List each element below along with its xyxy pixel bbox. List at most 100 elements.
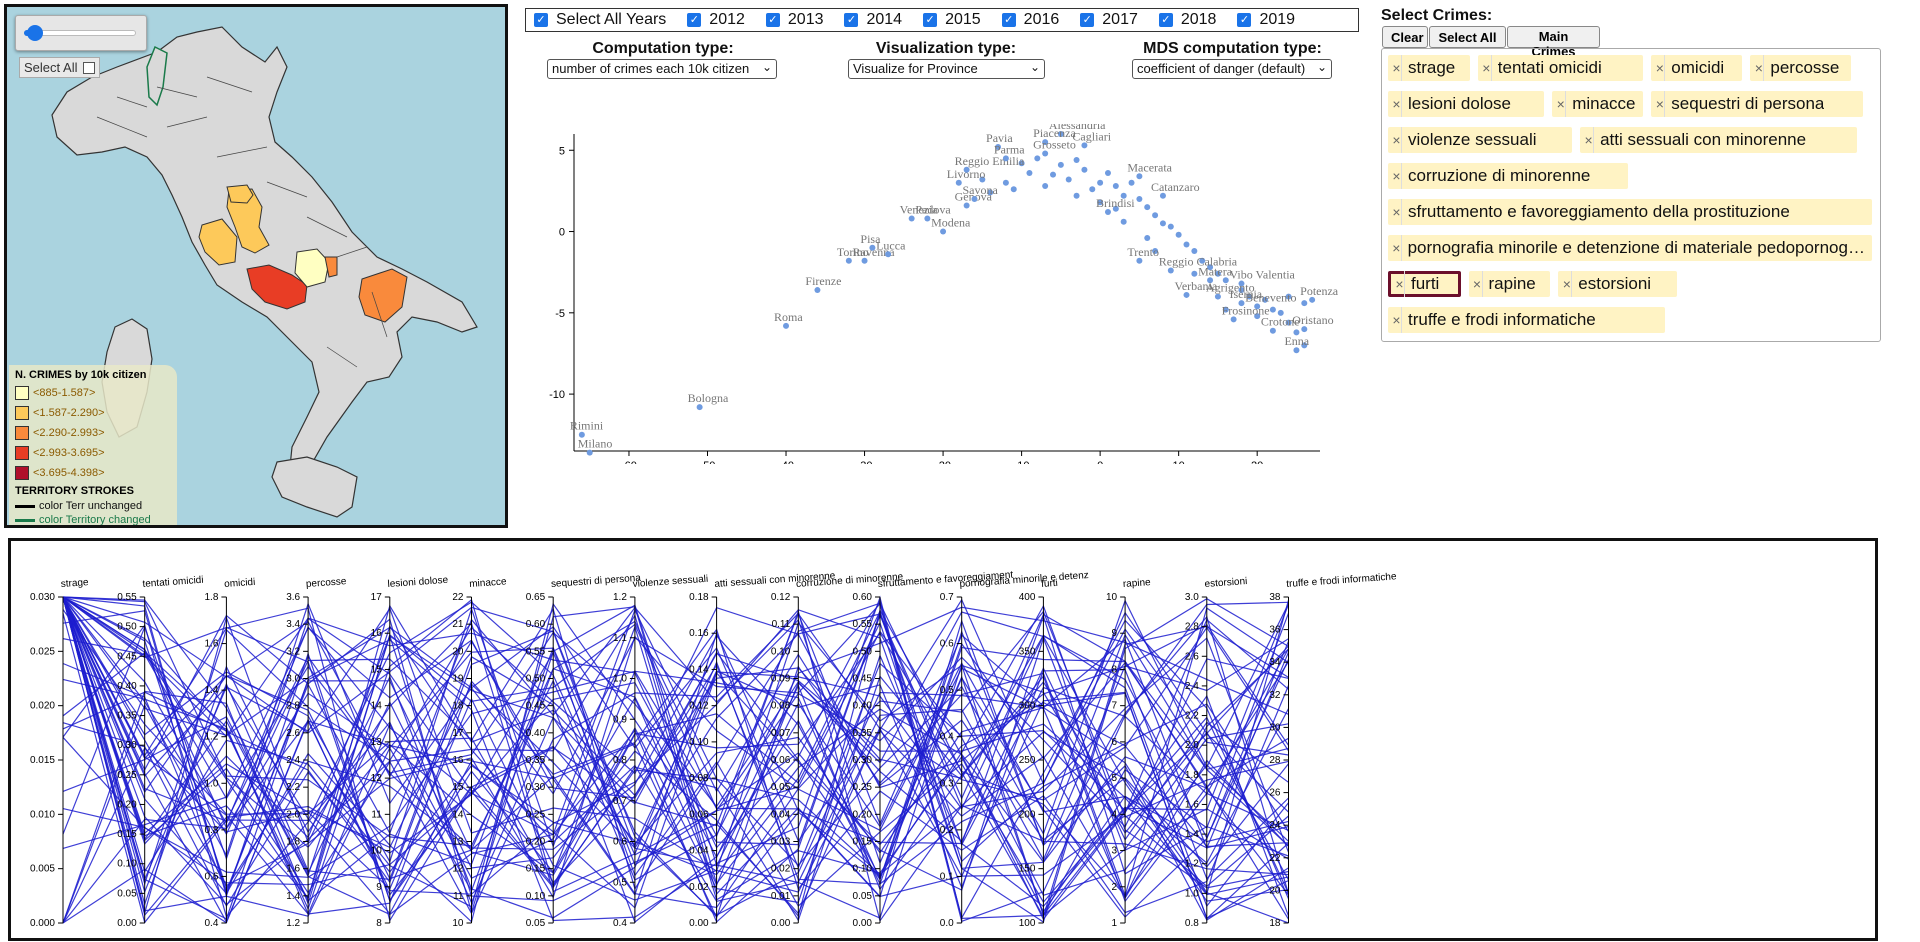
remove-icon[interactable]: × xyxy=(1750,55,1765,81)
parallel-line[interactable] xyxy=(62,618,1289,924)
scatter-point[interactable] xyxy=(1254,303,1261,310)
parallel-line[interactable] xyxy=(62,596,1290,919)
parallel-line[interactable] xyxy=(62,596,1289,890)
crime-chip[interactable]: × sfruttamento e favoreggiamento della pr… xyxy=(1388,199,1872,225)
parallel-line[interactable] xyxy=(62,609,1289,896)
scatter-point[interactable] xyxy=(1136,257,1143,264)
scatter-point[interactable] xyxy=(1309,296,1316,303)
scatter-point[interactable] xyxy=(861,257,868,264)
scatter-point[interactable] xyxy=(1097,179,1104,186)
crime-chip[interactable]: × tentati omicidi xyxy=(1477,55,1644,81)
parallel-line[interactable] xyxy=(62,604,1289,918)
parallel-line[interactable] xyxy=(62,596,1290,919)
remove-icon[interactable]: × xyxy=(1388,91,1402,117)
scatter-point[interactable] xyxy=(1089,186,1096,193)
select-all-years[interactable]: ✓ Select All Years xyxy=(534,11,666,29)
parallel-line[interactable] xyxy=(62,596,1290,916)
remove-icon[interactable]: × xyxy=(1651,55,1666,81)
scatter-point[interactable] xyxy=(1285,293,1292,300)
parallel-line[interactable] xyxy=(62,596,1289,924)
remove-icon[interactable]: × xyxy=(1469,271,1483,297)
scatter-point[interactable] xyxy=(814,287,821,294)
crime-chip[interactable]: × rapine xyxy=(1468,271,1551,297)
crime-chip[interactable]: × pornografia minorile e detenzione di ma… xyxy=(1388,235,1872,261)
scatter-point[interactable] xyxy=(1254,313,1261,320)
scatter-point[interactable] xyxy=(845,257,852,264)
scatter-point[interactable] xyxy=(1301,300,1308,307)
parallel-line[interactable] xyxy=(62,596,1289,900)
map-select-all-checkbox[interactable] xyxy=(83,61,96,74)
crime-chip[interactable]: × violenze sessuali xyxy=(1388,127,1573,153)
parallel-line[interactable] xyxy=(62,596,1289,909)
scatter-point[interactable] xyxy=(1010,186,1017,193)
scatter-point[interactable] xyxy=(1222,277,1229,284)
scatter-point[interactable] xyxy=(1191,248,1198,255)
scatter-point[interactable] xyxy=(1238,280,1245,287)
scatter-point[interactable] xyxy=(1269,327,1276,334)
parallel-line[interactable] xyxy=(62,596,1290,915)
scatter-point[interactable] xyxy=(1042,183,1049,190)
scatter-point[interactable] xyxy=(1104,209,1111,216)
scatter-point[interactable] xyxy=(1120,192,1127,199)
region-toscana-a[interactable] xyxy=(198,218,238,266)
region-puglia[interactable] xyxy=(358,268,408,323)
scatter-point[interactable] xyxy=(1057,161,1064,168)
checkbox-checked-icon[interactable]: ✓ xyxy=(1001,13,1016,27)
scatter-point[interactable] xyxy=(1214,293,1221,300)
parallel-line[interactable] xyxy=(62,596,1290,921)
parallel-line[interactable] xyxy=(62,596,1289,916)
scatter-point[interactable] xyxy=(1159,192,1166,199)
region-umbria[interactable] xyxy=(226,184,254,204)
scatter-point[interactable] xyxy=(1042,150,1049,157)
scatter-point[interactable] xyxy=(940,228,947,235)
parallel-coordinates-chart[interactable]: strage0.0300.0250.0200.0150.0100.0050.00… xyxy=(11,541,1875,938)
scatter-point[interactable] xyxy=(1057,131,1064,137)
parallel-line[interactable] xyxy=(62,596,1290,915)
scatter-point[interactable] xyxy=(1191,270,1198,277)
parallel-line[interactable] xyxy=(62,610,1290,920)
checkbox-checked-icon[interactable]: ✓ xyxy=(534,13,548,27)
year-2013[interactable]: ✓ 2013 xyxy=(765,11,823,29)
scatter-point[interactable] xyxy=(1120,218,1127,225)
parallel-line[interactable] xyxy=(62,596,1289,893)
year-2018[interactable]: ✓ 2018 xyxy=(1158,11,1216,29)
scatter-point[interactable] xyxy=(1230,316,1237,323)
scatter-point[interactable] xyxy=(1018,160,1025,167)
scatter-point[interactable] xyxy=(1073,157,1080,164)
scatter-point[interactable] xyxy=(1128,179,1135,186)
region-molise[interactable] xyxy=(324,256,338,278)
scatter-point[interactable] xyxy=(1104,170,1111,177)
parallel-line[interactable] xyxy=(62,596,1289,886)
select-all-crimes-button[interactable]: Select All xyxy=(1429,26,1506,48)
scatter-point[interactable] xyxy=(696,404,703,411)
scatter-point[interactable] xyxy=(1042,139,1049,146)
scatter-point[interactable] xyxy=(885,251,892,258)
scatter-point[interactable] xyxy=(987,189,994,196)
crime-chip[interactable]: × atti sessuali con minorenne xyxy=(1580,127,1858,153)
checkbox-checked-icon[interactable]: ✓ xyxy=(687,13,702,27)
scatter-point[interactable] xyxy=(1207,264,1214,271)
year-2012[interactable]: ✓ 2012 xyxy=(687,11,745,29)
parallel-line[interactable] xyxy=(62,596,1289,923)
remove-icon[interactable]: × xyxy=(1388,55,1402,81)
remove-icon[interactable]: × xyxy=(1580,127,1595,153)
crime-chip[interactable]: × minacce xyxy=(1552,91,1644,117)
scatter-point[interactable] xyxy=(1136,173,1143,180)
scatter-point[interactable] xyxy=(1269,306,1276,313)
scatter-point[interactable] xyxy=(578,431,585,438)
scatter-point[interactable] xyxy=(1222,306,1229,313)
scatter-point[interactable] xyxy=(1081,142,1088,149)
remove-icon[interactable]: × xyxy=(1388,235,1402,261)
scatter-point[interactable] xyxy=(1026,170,1033,177)
crime-chip[interactable]: × omicidi xyxy=(1651,55,1743,81)
scatter-point[interactable] xyxy=(1183,241,1190,248)
scatter-point[interactable] xyxy=(963,202,970,209)
scatter-point[interactable] xyxy=(586,449,593,456)
checkbox-checked-icon[interactable]: ✓ xyxy=(923,13,938,27)
parallel-line[interactable] xyxy=(62,706,1289,924)
scatter-point[interactable] xyxy=(1277,309,1284,316)
scatter-point[interactable] xyxy=(1207,277,1214,284)
scatter-point[interactable] xyxy=(1199,257,1206,264)
checkbox-checked-icon[interactable]: ✓ xyxy=(1080,13,1095,27)
parallel-line[interactable] xyxy=(62,596,1289,904)
